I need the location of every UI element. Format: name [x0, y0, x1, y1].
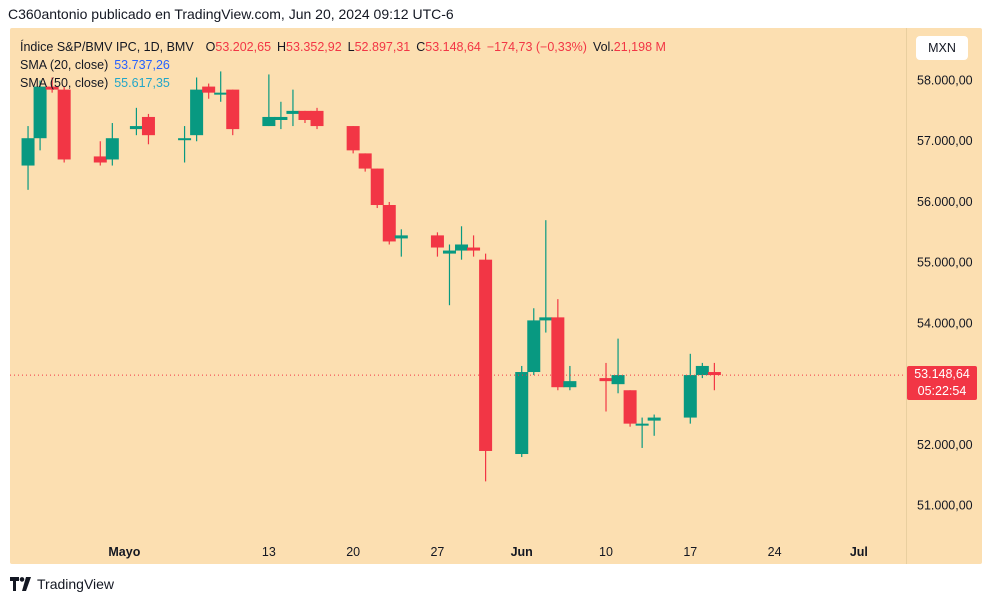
- candle-body: [226, 89, 240, 130]
- candle-body: [382, 205, 396, 242]
- brand-name: TradingView: [37, 576, 115, 592]
- candle-body: [527, 320, 541, 373]
- candle-body: [467, 247, 481, 251]
- high-value: 53.352,92: [286, 40, 342, 54]
- candle-body: [551, 317, 565, 388]
- candle-body: [358, 153, 372, 169]
- price-axis-separator: [906, 28, 907, 564]
- sma20-row[interactable]: SMA (20, close) 53.737,26: [20, 56, 666, 74]
- candle-body: [33, 86, 47, 139]
- x-tick-label: 20: [346, 545, 360, 559]
- low-value: 52.897,31: [354, 40, 411, 54]
- candle-body: [202, 86, 216, 93]
- candle-body: [611, 375, 625, 385]
- candle-body: [274, 116, 288, 120]
- y-tick-label: 57.000,00: [917, 134, 973, 148]
- symbol-label[interactable]: Índice S&P/BMV IPC, 1D, BMV: [20, 40, 194, 54]
- x-tick-label: 24: [768, 545, 782, 559]
- open-value: 53.202,65: [215, 40, 272, 54]
- y-tick-label: 51.000,00: [917, 499, 973, 513]
- y-tick-label: 54.000,00: [917, 316, 973, 330]
- x-tick-label: 13: [262, 545, 276, 559]
- volume-key: Vol.: [592, 40, 614, 54]
- candle-body: [214, 92, 228, 95]
- chart-frame[interactable]: 58.000,00 57.000,00 56.000,00 55.000,00 54.0…: [10, 28, 982, 564]
- candle-body: [262, 116, 276, 127]
- candle-body: [190, 89, 204, 136]
- y-tick-label: 55.000,00: [917, 256, 973, 270]
- candle-body: [45, 86, 59, 90]
- candle-body: [455, 244, 469, 251]
- candle-body: [647, 417, 661, 421]
- candle-body: [563, 381, 577, 388]
- low-key: L: [347, 40, 355, 54]
- tradingview-logo[interactable]: TradingView: [10, 576, 114, 592]
- sma50-label: SMA (50, close): [20, 76, 109, 90]
- candle-body: [479, 259, 493, 451]
- change-value: −174,73 (−0,33%): [486, 40, 587, 54]
- candle-body: [286, 110, 300, 114]
- sma20-value: 53.737,26: [114, 58, 170, 72]
- candle-body: [442, 250, 456, 254]
- sma50-value: 55.617,35: [114, 76, 170, 90]
- x-tick-label: 10: [599, 545, 613, 559]
- candle-body: [599, 378, 613, 382]
- publish-caption: C360antonio publicado en TradingView.com…: [8, 6, 454, 22]
- sma20-label: SMA (20, close): [20, 58, 109, 72]
- last-price-tag: 53.148,64 05:22:54: [907, 366, 977, 401]
- chart-legend: Índice S&P/BMV IPC, 1D, BMV O53.202,65 H53…: [20, 38, 666, 92]
- candle-body: [695, 365, 709, 376]
- close-key: C: [416, 40, 426, 54]
- x-tick-label: 27: [430, 545, 444, 559]
- x-tick-label: Jul: [850, 545, 868, 559]
- x-tick-label: Mayo: [108, 545, 140, 559]
- y-tick-label: 58.000,00: [917, 74, 973, 88]
- candle-body: [707, 372, 721, 376]
- y-tick-label: 56.000,00: [917, 195, 973, 209]
- high-key: H: [277, 40, 287, 54]
- sma50-row[interactable]: SMA (50, close) 55.617,35: [20, 74, 666, 92]
- candle-body: [515, 372, 529, 455]
- candle-body: [346, 126, 360, 151]
- candle-body: [129, 126, 143, 130]
- candle-body: [310, 110, 324, 127]
- bar-countdown: 05:22:54: [917, 384, 967, 399]
- tradingview-logo-icon: [10, 577, 31, 591]
- y-tick-label: 52.000,00: [917, 438, 973, 452]
- candle-body: [539, 317, 553, 321]
- currency-button[interactable]: MXN: [916, 36, 968, 60]
- x-tick-label: 17: [683, 545, 697, 559]
- x-tick-label: Jun: [511, 545, 533, 559]
- candle-body: [635, 423, 649, 426]
- ohlc-row: Índice S&P/BMV IPC, 1D, BMV O53.202,65 H53…: [20, 38, 666, 56]
- candle-body: [178, 138, 192, 141]
- candle-body: [21, 138, 35, 166]
- candle-body: [298, 110, 312, 120]
- candle-body: [394, 235, 408, 239]
- candle-body: [370, 168, 384, 206]
- candle-body: [141, 116, 155, 136]
- last-price-value: 53.148,64: [914, 367, 970, 382]
- price-chart[interactable]: 58.000,00 57.000,00 56.000,00 55.000,00 54.0…: [10, 28, 982, 564]
- candle-body: [623, 390, 637, 424]
- candle-body: [105, 138, 119, 160]
- candle-body: [57, 89, 71, 160]
- candle-body: [683, 375, 697, 418]
- volume-value: 21,198 M: [613, 40, 666, 54]
- candle-body: [430, 235, 444, 248]
- candle-body: [93, 156, 107, 163]
- open-key: O: [205, 40, 216, 54]
- close-value: 53.148,64: [425, 40, 481, 54]
